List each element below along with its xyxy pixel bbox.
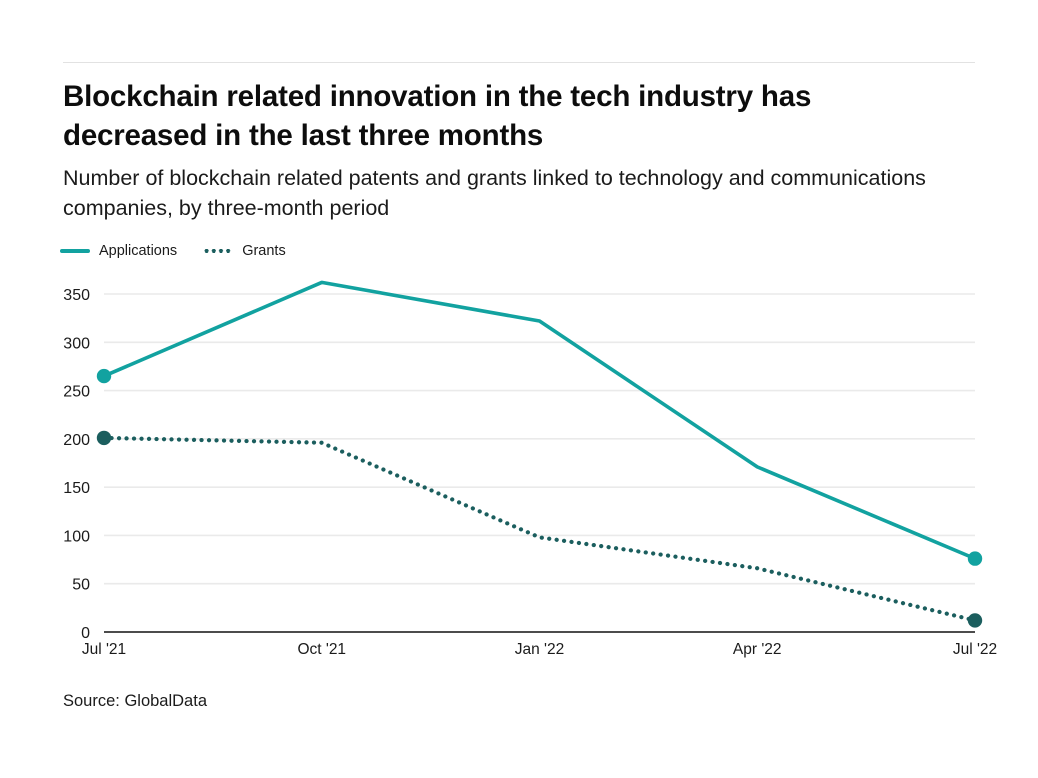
x-axis-tick-label: Oct '21 xyxy=(297,641,346,658)
data-point-marker xyxy=(96,430,112,446)
legend-item-grants[interactable]: Grants xyxy=(203,243,286,259)
series-markers-group xyxy=(96,368,983,628)
y-axis-tick-labels: 0 50 100 150 200 250 300 350 xyxy=(63,287,90,642)
data-point-marker xyxy=(967,551,983,566)
chart-subtitle: Number of blockchain related patents and… xyxy=(63,166,926,220)
chart-legend: Applications Grants xyxy=(60,243,286,259)
y-axis-tick-label: 100 xyxy=(63,528,90,545)
x-axis-tick-label: Jul '21 xyxy=(82,641,126,658)
page-title: Blockchain related innovation in the tec… xyxy=(63,80,812,152)
legend-label-applications: Applications xyxy=(99,243,178,259)
data-point-marker xyxy=(967,613,983,628)
series-line-applications xyxy=(102,280,977,561)
series-line-grants xyxy=(101,435,978,623)
y-axis-tick-label: 50 xyxy=(72,577,90,594)
x-axis-tick-label: Jul '22 xyxy=(953,641,997,658)
legend-line-dotted-icon xyxy=(203,249,234,253)
top-divider xyxy=(63,62,975,63)
gridlines-group xyxy=(104,293,975,585)
x-axis-tick-label: Apr '22 xyxy=(733,641,782,658)
data-point-marker xyxy=(96,368,112,384)
y-axis-tick-label: 0 xyxy=(81,625,90,642)
series-lines-group xyxy=(101,280,978,623)
x-axis-tick-labels: Jul '21 Oct '21 Jan '22 Apr '22 Jul '22 xyxy=(82,641,997,658)
y-axis-tick-label: 150 xyxy=(63,480,90,497)
legend-item-applications[interactable]: Applications xyxy=(60,243,177,259)
source-note: Source: GlobalData xyxy=(63,692,207,710)
y-axis-tick-label: 200 xyxy=(63,432,90,449)
legend-label-grants: Grants xyxy=(242,243,286,259)
legend-line-solid-icon xyxy=(60,249,90,253)
y-axis-tick-label: 300 xyxy=(63,335,90,352)
y-axis-tick-label: 250 xyxy=(63,384,90,401)
y-axis-tick-label: 350 xyxy=(63,287,90,304)
x-axis-tick-label: Jan '22 xyxy=(515,641,565,658)
